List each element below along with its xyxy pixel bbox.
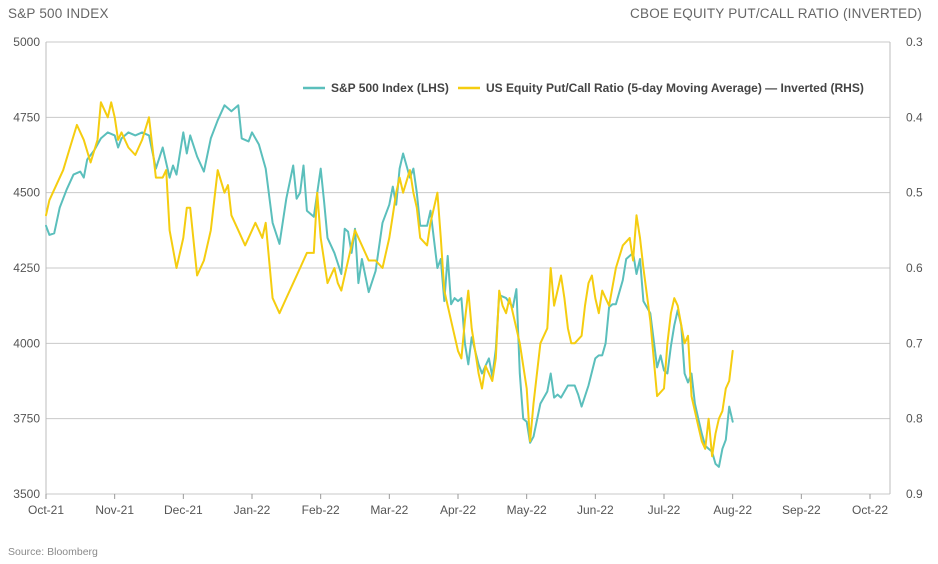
right-tick-label: 0.5 (906, 186, 923, 200)
x-tick-label: Dec-21 (164, 503, 203, 517)
left-tick-label: 3750 (13, 412, 40, 426)
series-layer (45, 101, 734, 468)
x-tick-label: Feb-22 (302, 503, 340, 517)
series-line-put-call-ratio (45, 101, 734, 458)
left-tick-label: 5000 (13, 35, 40, 49)
x-tick-label: Jan-22 (234, 503, 271, 517)
left-axis-title: S&P 500 INDEX (8, 6, 109, 21)
left-tick-label: 4500 (13, 186, 40, 200)
x-tick-label: Oct-21 (28, 503, 64, 517)
x-tick-label: Aug-22 (713, 503, 752, 517)
x-tick-label: Nov-21 (95, 503, 134, 517)
legend-label: US Equity Put/Call Ratio (5-day Moving A… (486, 81, 864, 95)
right-tick-label: 0.9 (906, 487, 923, 501)
right-tick-label: 0.6 (906, 261, 923, 275)
left-axis-ticks: 5000 4750 4500 4250 4000 3750 3500 (13, 35, 40, 501)
x-tick-label: Apr-22 (440, 503, 476, 517)
x-tick-label: Oct-22 (852, 503, 888, 517)
right-tick-label: 0.4 (906, 110, 923, 124)
x-tick-label: May-22 (507, 503, 547, 517)
x-tick-label: Jun-22 (577, 503, 614, 517)
right-axis-ticks: 0.3 0.4 0.5 0.6 0.7 0.8 0.9 (906, 35, 923, 501)
left-tick-label: 4000 (13, 336, 40, 350)
left-tick-label: 4250 (13, 261, 40, 275)
left-tick-label: 4750 (13, 110, 40, 124)
gridlines (45, 41, 891, 495)
right-tick-label: 0.3 (906, 35, 923, 49)
source-note: Source: Bloomberg (8, 546, 98, 558)
legend: S&P 500 Index (LHS) US Equity Put/Call Ra… (303, 81, 864, 95)
x-axis-ticks: Oct-21 Nov-21 Dec-21 Jan-22 Feb-22 Mar-22 Apr-… (28, 494, 888, 517)
legend-label: S&P 500 Index (LHS) (331, 81, 449, 95)
x-tick-label: Sep-22 (782, 503, 821, 517)
left-tick-label: 3500 (13, 487, 40, 501)
x-tick-label: Jul-22 (648, 503, 681, 517)
right-tick-label: 0.7 (906, 336, 923, 350)
series-line-sp500 (45, 104, 734, 468)
x-tick-label: Mar-22 (370, 503, 408, 517)
right-tick-label: 0.8 (906, 412, 923, 426)
right-axis-title: CBOE EQUITY PUT/CALL RATIO (INVERTED) (630, 6, 922, 21)
